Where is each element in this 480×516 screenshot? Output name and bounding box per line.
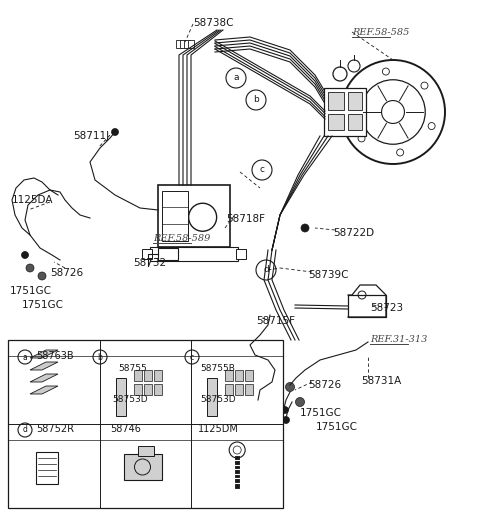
Text: 58763B: 58763B xyxy=(36,351,73,361)
Bar xyxy=(328,92,344,110)
Text: 58726: 58726 xyxy=(50,268,83,278)
Bar xyxy=(324,88,366,136)
Polygon shape xyxy=(30,386,58,394)
Bar xyxy=(133,370,142,381)
Text: REF.31-313: REF.31-313 xyxy=(370,335,427,344)
Bar xyxy=(245,384,253,395)
Bar xyxy=(162,191,188,241)
Bar xyxy=(176,40,182,48)
Text: 58755B: 58755B xyxy=(200,364,235,373)
Bar xyxy=(235,384,243,395)
Text: REF.58-585: REF.58-585 xyxy=(352,28,409,37)
Circle shape xyxy=(296,397,304,407)
Text: 58746: 58746 xyxy=(110,424,141,434)
Bar xyxy=(348,295,386,317)
Text: b: b xyxy=(253,95,259,105)
Circle shape xyxy=(301,224,309,232)
Bar xyxy=(225,384,233,395)
Text: a: a xyxy=(233,73,239,83)
Text: 58753D: 58753D xyxy=(200,395,236,404)
Text: 1751GC: 1751GC xyxy=(10,286,52,296)
Bar xyxy=(137,446,154,456)
Polygon shape xyxy=(30,362,58,370)
Text: c: c xyxy=(260,166,264,174)
Bar xyxy=(144,384,152,395)
Circle shape xyxy=(286,382,295,392)
Circle shape xyxy=(26,264,34,272)
Circle shape xyxy=(111,128,119,136)
Text: d: d xyxy=(263,266,269,275)
Bar xyxy=(245,370,253,381)
Text: 58718F: 58718F xyxy=(226,214,265,224)
Bar xyxy=(207,378,217,416)
Bar xyxy=(123,454,161,480)
Circle shape xyxy=(38,272,46,280)
Text: 1751GC: 1751GC xyxy=(316,422,358,432)
Text: 58723: 58723 xyxy=(370,303,403,313)
Text: a: a xyxy=(23,352,27,362)
Polygon shape xyxy=(30,374,58,382)
Text: 58732: 58732 xyxy=(133,258,166,268)
Bar xyxy=(142,249,152,259)
Bar xyxy=(235,370,243,381)
Text: 58738C: 58738C xyxy=(193,18,233,28)
Bar xyxy=(158,248,178,260)
Bar xyxy=(348,114,362,130)
Text: b: b xyxy=(97,352,102,362)
Bar xyxy=(158,185,230,247)
Text: 1125DA: 1125DA xyxy=(12,195,53,205)
Bar xyxy=(150,247,238,261)
Text: REF.58-589: REF.58-589 xyxy=(153,234,210,243)
Text: 58753D: 58753D xyxy=(112,395,148,404)
Circle shape xyxy=(22,251,28,259)
Text: 1751GC: 1751GC xyxy=(300,408,342,418)
Circle shape xyxy=(283,416,289,424)
Text: 58715F: 58715F xyxy=(256,316,295,326)
Bar xyxy=(348,92,362,110)
Text: 58755: 58755 xyxy=(118,364,147,373)
Text: 58739C: 58739C xyxy=(308,270,348,280)
Bar xyxy=(154,384,161,395)
Bar xyxy=(184,40,190,48)
Bar xyxy=(225,370,233,381)
Bar xyxy=(328,114,344,130)
Bar xyxy=(236,249,246,259)
Bar xyxy=(188,40,194,48)
Bar xyxy=(116,378,125,416)
Circle shape xyxy=(281,407,288,413)
Bar xyxy=(180,40,186,48)
Polygon shape xyxy=(30,350,58,358)
Bar xyxy=(133,384,142,395)
Text: 1125DM: 1125DM xyxy=(198,424,239,434)
Text: 58731A: 58731A xyxy=(361,376,401,386)
Text: 58711J: 58711J xyxy=(73,131,109,141)
Bar xyxy=(8,340,283,508)
Text: 58752R: 58752R xyxy=(36,424,74,434)
Bar xyxy=(144,370,152,381)
Text: c: c xyxy=(190,352,194,362)
Text: 1751GC: 1751GC xyxy=(22,300,64,310)
Bar xyxy=(154,370,161,381)
Bar xyxy=(36,452,58,484)
Text: 58722D: 58722D xyxy=(333,228,374,238)
Text: d: d xyxy=(23,426,27,434)
Text: 58726: 58726 xyxy=(308,380,341,390)
